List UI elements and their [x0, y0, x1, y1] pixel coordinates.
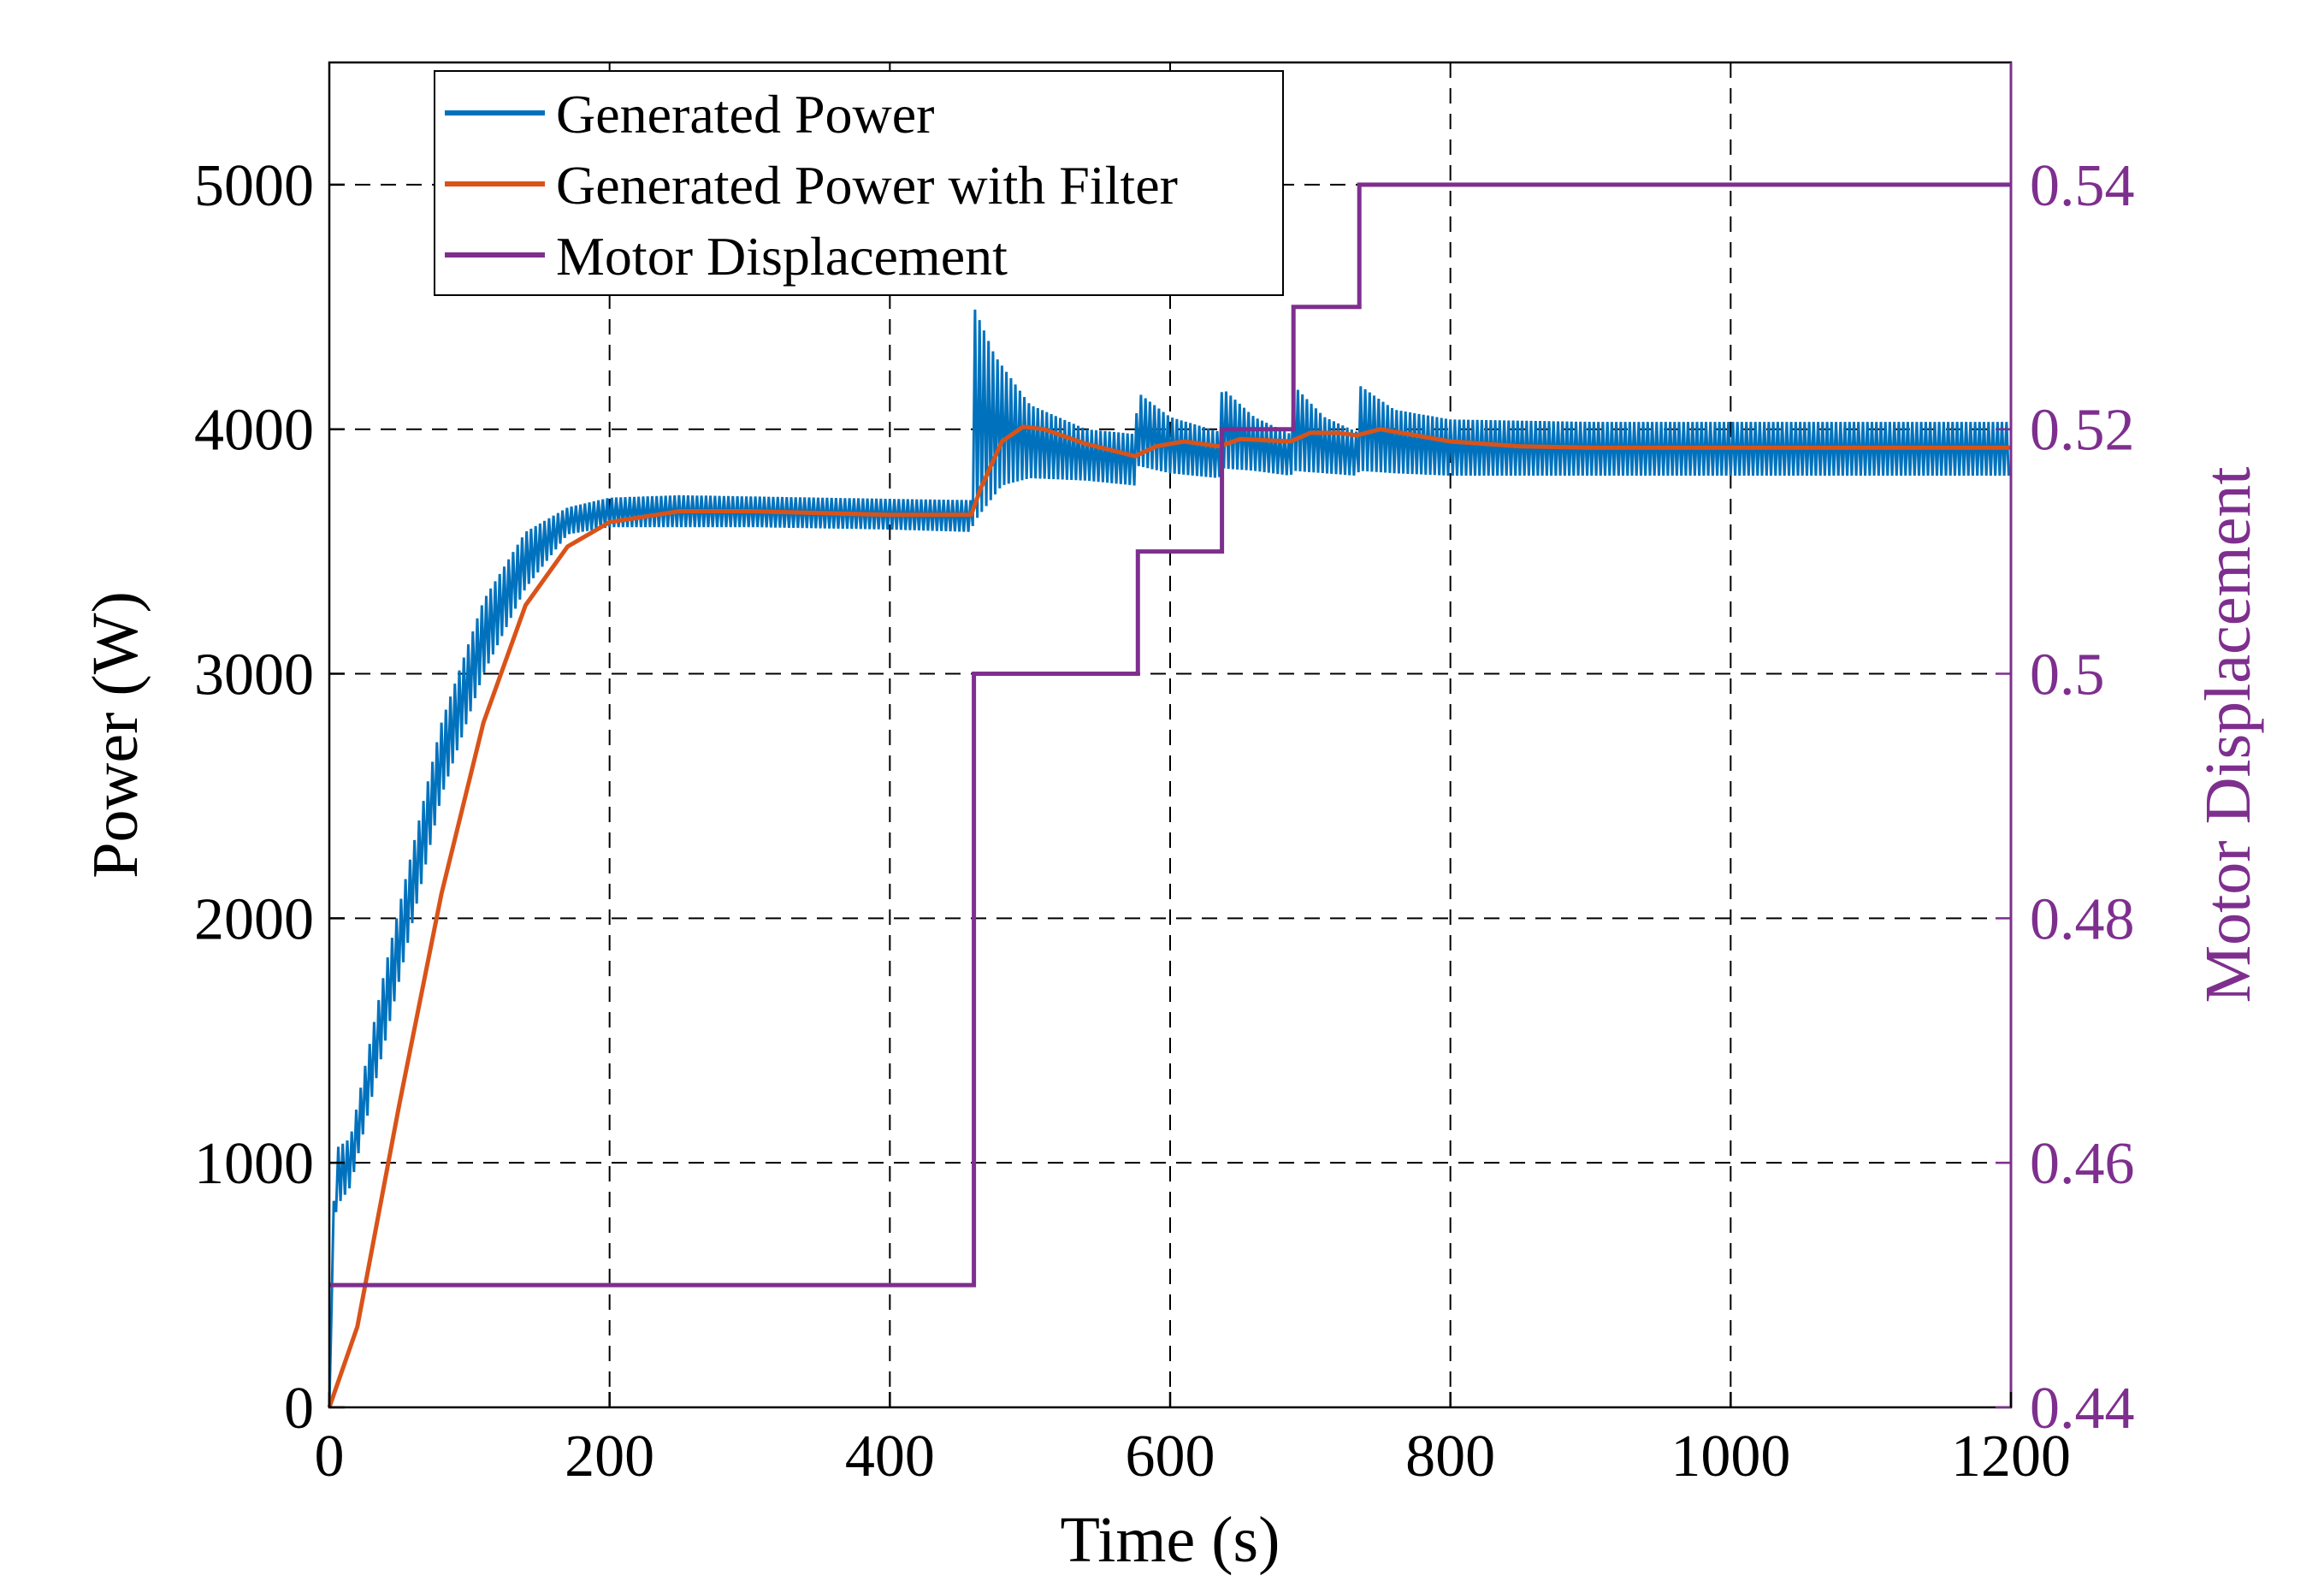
- left-tick-label: 1000: [194, 1131, 314, 1197]
- grid: [329, 62, 2011, 1407]
- left-axis: 0 1000 2000 3000 4000 5000: [194, 153, 345, 1442]
- x-tick-label: 600: [1126, 1424, 1215, 1489]
- x-axis-label: Time (s): [1061, 1504, 1280, 1576]
- right-tick-label: 0.5: [2030, 642, 2105, 708]
- x-tick-label: 1200: [1951, 1424, 2071, 1489]
- right-tick-label: 0.44: [2030, 1376, 2135, 1442]
- left-tick-label: 4000: [194, 398, 314, 464]
- left-tick-label: 5000: [194, 153, 314, 219]
- x-tick-label: 0: [315, 1424, 345, 1489]
- series-motor-displacement: [329, 182, 2011, 1288]
- right-axis-label: Motor Displacement: [2192, 467, 2264, 1004]
- right-tick-label: 0.54: [2030, 153, 2135, 219]
- legend: Generated Power Generated Power with Fil…: [434, 70, 1284, 296]
- x-tick-label: 400: [845, 1424, 935, 1489]
- left-tick-label: 0: [284, 1376, 314, 1442]
- legend-label-generated-power-filter: Generated Power with Filter: [556, 155, 1178, 216]
- right-tick-label: 0.52: [2030, 398, 2135, 464]
- plot-data: [327, 182, 2011, 1408]
- x-tick-label: 1000: [1671, 1424, 1790, 1489]
- legend-label-motor-displacement: Motor Displacement: [556, 226, 1008, 287]
- right-tick-label: 0.48: [2030, 886, 2135, 952]
- left-tick-label: 2000: [194, 886, 314, 952]
- left-tick-label: 3000: [194, 642, 314, 708]
- x-tick-label: 800: [1405, 1424, 1495, 1489]
- legend-box: [434, 70, 1284, 296]
- left-axis-label: Power (W): [80, 591, 151, 879]
- legend-label-generated-power: Generated Power: [556, 84, 934, 145]
- right-tick-label: 0.46: [2030, 1131, 2135, 1197]
- x-tick-label: 200: [565, 1424, 654, 1489]
- series-generated-power-filter: [327, 424, 2011, 1408]
- right-axis: 0.44 0.46 0.48 0.5 0.52 0.54: [1996, 62, 2135, 1442]
- x-axis: 0 200 400 600 800 1000 1200: [315, 1392, 2071, 1489]
